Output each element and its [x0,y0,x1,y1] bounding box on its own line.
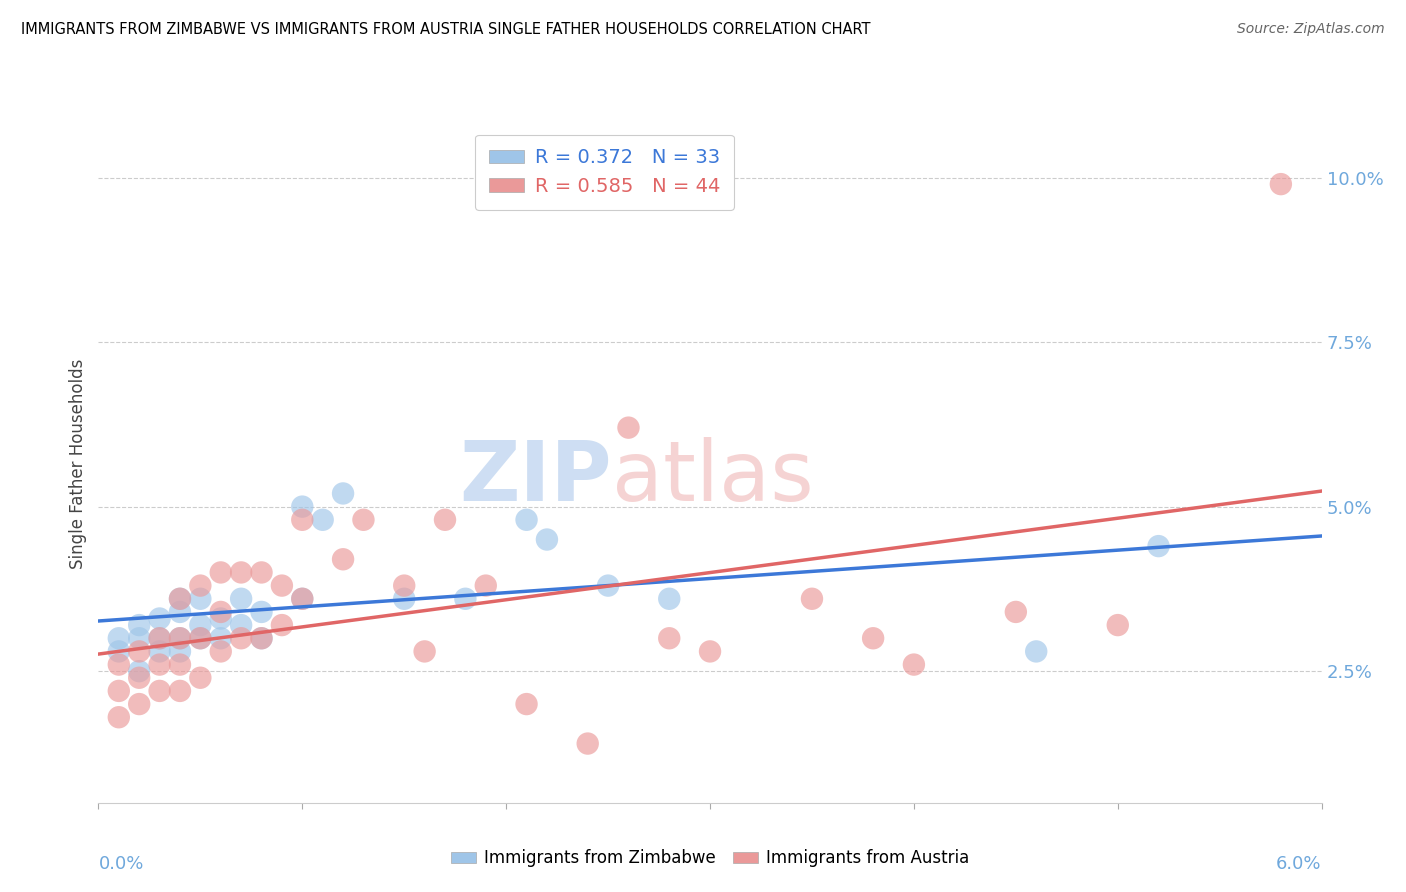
Text: Source: ZipAtlas.com: Source: ZipAtlas.com [1237,22,1385,37]
Point [454,591,477,606]
Point [169,605,191,619]
Point [128,697,150,711]
Point [598,579,620,593]
Point [188,671,212,685]
Point [231,632,253,646]
Point [231,618,253,632]
Point [231,566,253,580]
Point [392,579,416,593]
Point [658,591,681,606]
Point [291,513,314,527]
Point [209,632,232,646]
Point [1025,644,1047,658]
Point [188,618,212,632]
Point [128,664,150,678]
Text: 6.0%: 6.0% [1277,855,1322,873]
Point [128,618,150,632]
Point [169,657,191,672]
Point [209,605,232,619]
Point [311,513,335,527]
Point [576,737,599,751]
Point [291,591,314,606]
Point [169,632,191,646]
Point [474,579,498,593]
Point [1107,618,1129,632]
Point [352,513,374,527]
Legend: Immigrants from Zimbabwe, Immigrants from Austria: Immigrants from Zimbabwe, Immigrants fro… [443,841,977,876]
Point [169,591,191,606]
Point [250,566,273,580]
Point [108,657,131,672]
Point [1147,539,1170,553]
Point [149,632,172,646]
Text: IMMIGRANTS FROM ZIMBABWE VS IMMIGRANTS FROM AUSTRIA SINGLE FATHER HOUSEHOLDS COR: IMMIGRANTS FROM ZIMBABWE VS IMMIGRANTS F… [21,22,870,37]
Point [332,552,354,566]
Point [149,632,172,646]
Point [658,632,681,646]
Text: 0.0%: 0.0% [98,855,143,873]
Point [188,632,212,646]
Point [128,632,150,646]
Point [291,591,314,606]
Point [250,632,273,646]
Point [903,657,925,672]
Text: ZIP: ZIP [460,437,612,518]
Point [169,684,191,698]
Point [188,591,212,606]
Point [128,644,150,658]
Point [250,605,273,619]
Point [149,644,172,658]
Point [209,644,232,658]
Point [433,513,456,527]
Point [332,486,354,500]
Point [291,500,314,514]
Point [1004,605,1026,619]
Point [270,579,292,593]
Point [108,710,131,724]
Point [231,591,253,606]
Point [108,684,131,698]
Point [188,579,212,593]
Point [108,632,131,646]
Point [536,533,558,547]
Point [209,611,232,625]
Point [270,618,292,632]
Point [149,611,172,625]
Point [250,632,273,646]
Point [699,644,721,658]
Point [617,420,640,434]
Point [209,566,232,580]
Point [188,632,212,646]
Point [128,671,150,685]
Y-axis label: Single Father Households: Single Father Households [69,359,87,569]
Point [149,657,172,672]
Point [169,632,191,646]
Point [149,684,172,698]
Point [862,632,884,646]
Point [392,591,416,606]
Point [108,644,131,658]
Point [1270,177,1292,191]
Point [516,513,538,527]
Point [516,697,538,711]
Text: atlas: atlas [612,437,814,518]
Point [169,644,191,658]
Point [413,644,436,658]
Point [169,591,191,606]
Point [801,591,824,606]
